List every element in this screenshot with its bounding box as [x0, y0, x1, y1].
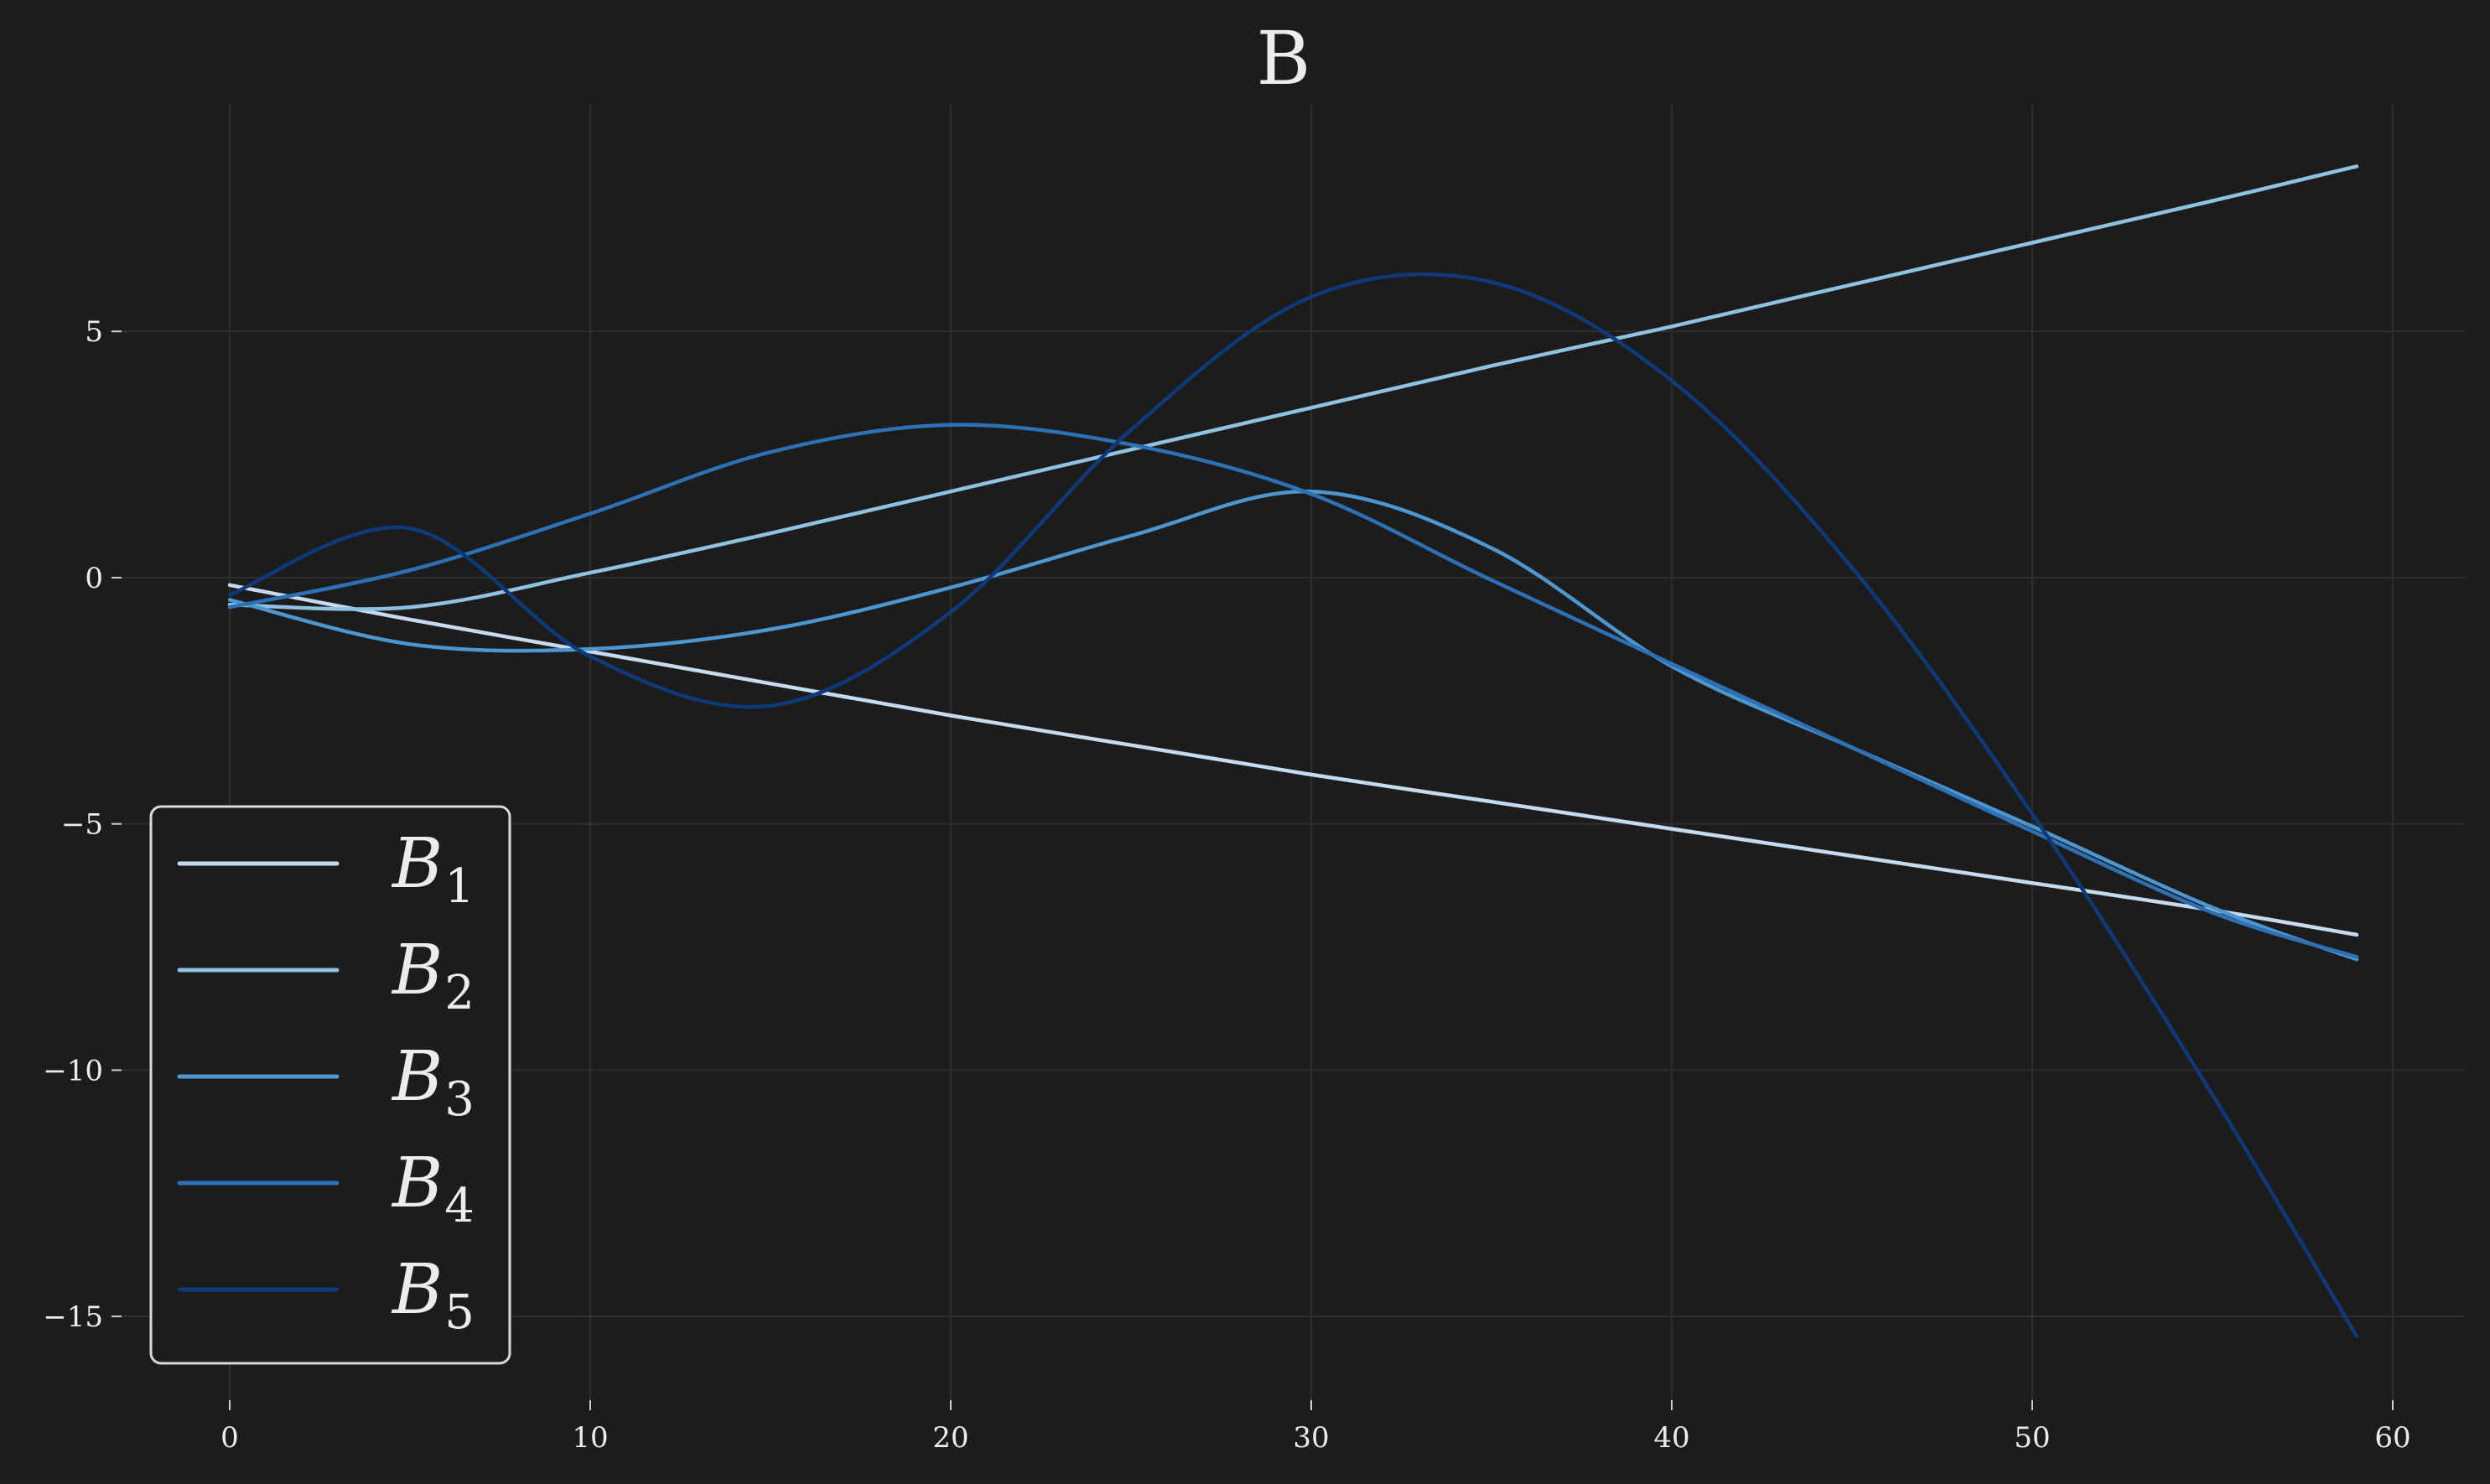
y-tick-label: −10	[43, 1054, 103, 1087]
legend-label-b3: B3	[391, 1037, 475, 1127]
legend-label-main: B	[391, 931, 443, 1010]
x-tick-label: 60	[2374, 1421, 2410, 1455]
legend-label-main: B	[391, 1144, 443, 1223]
legend-label-b5: B5	[391, 1250, 475, 1340]
x-tick-label: 50	[2014, 1421, 2050, 1455]
y-tick-label: −5	[61, 808, 103, 842]
series-line-b3	[227, 489, 2359, 962]
x-tick-label: 20	[932, 1421, 968, 1455]
y-tick-label: 0	[85, 562, 103, 595]
legend-label-main: B	[391, 824, 443, 904]
series-line-b4	[227, 423, 2359, 959]
series-line-b1	[227, 583, 2359, 937]
grid	[122, 105, 2465, 1400]
legend-label-subscript: 4	[444, 1179, 475, 1233]
series-line-b5	[227, 272, 2359, 1338]
x-tick-label: 30	[1293, 1421, 1329, 1455]
x-tick-label: 10	[572, 1421, 608, 1455]
y-tick-label: −15	[43, 1300, 103, 1334]
legend-label-main: B	[391, 1250, 443, 1330]
x-tick-label: 0	[220, 1421, 239, 1455]
legend-label-b4: B4	[391, 1144, 475, 1233]
legend-label-main: B	[391, 1037, 443, 1117]
plot-area	[227, 164, 2359, 1338]
chart-title: B	[1257, 15, 1311, 101]
y-tick-label: 5	[85, 315, 103, 349]
legend-box	[149, 805, 511, 1365]
legend-label-subscript: 2	[444, 966, 475, 1020]
series-line-b2	[227, 164, 2359, 611]
legend-label-subscript: 5	[444, 1285, 475, 1340]
legend-label-b2: B2	[391, 931, 475, 1020]
legend-label-subscript: 3	[444, 1072, 475, 1127]
legend-label-b1: B1	[391, 824, 475, 914]
x-tick-label: 40	[1653, 1421, 1689, 1455]
legend-label-subscript: 1	[444, 859, 475, 914]
